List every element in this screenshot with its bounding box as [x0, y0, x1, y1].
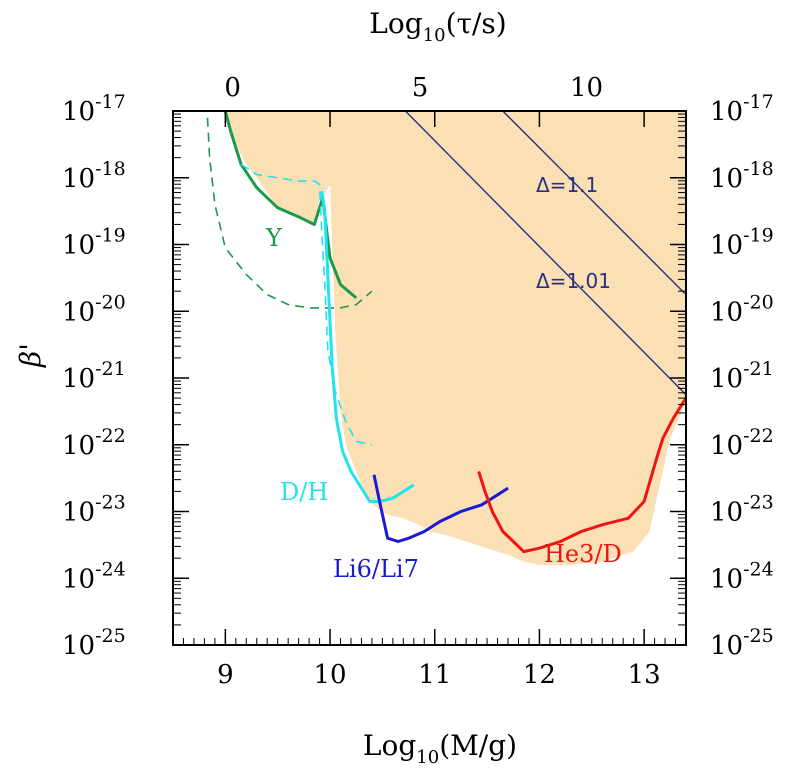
series-layer — [206, 111, 686, 554]
x-tick-label-3: 12 — [523, 660, 556, 690]
y-tick-label-right-5: 10-22 — [710, 425, 774, 461]
series-label-delta-1-1: Δ=1.1 — [536, 173, 598, 197]
y-tick-label-left-2: 10-19 — [62, 225, 126, 261]
excluded-region — [225, 111, 686, 565]
y-tick-label-left-4: 10-21 — [62, 358, 126, 394]
y-tick-label-right-3: 10-20 — [710, 291, 774, 327]
y-tick-label-right-8: 10-25 — [710, 625, 774, 661]
y-tick-label-left-3: 10-20 — [62, 291, 126, 327]
series-line-7 — [404, 111, 686, 396]
series-label-dh: D/H — [280, 478, 328, 506]
x-axis-title: Log10(M/g) — [363, 729, 517, 768]
y-tick-label-left-1: 10-18 — [62, 158, 126, 194]
top-x-tick-label-0: 0 — [224, 73, 241, 103]
y-tick-label-left-6: 10-23 — [62, 492, 126, 528]
y-tick-label-right-4: 10-21 — [710, 358, 774, 394]
y-tick-label-right-7: 10-24 — [710, 558, 774, 594]
y-tick-label-right-6: 10-23 — [710, 492, 774, 528]
y-tick-label-left-7: 10-24 — [62, 558, 126, 594]
tick-layer — [173, 110, 687, 646]
series-line-2 — [320, 190, 415, 503]
series-line-5 — [477, 397, 686, 554]
y-axis-title: β' — [14, 343, 47, 368]
series-line-0 — [223, 111, 358, 300]
x-tick-label-1: 10 — [313, 660, 346, 690]
y-tick-label-right-1: 10-18 — [710, 158, 774, 194]
series-label-he: He3/D — [544, 540, 622, 568]
excluded-region-layer — [225, 111, 686, 565]
y-tick-label-left-8: 10-25 — [62, 625, 126, 661]
top-x-tick-label-1: 5 — [412, 73, 429, 103]
x-tick-label-2: 11 — [418, 660, 451, 690]
y-tick-label-left-0: 10-17 — [62, 91, 126, 127]
series-line-1 — [206, 117, 373, 309]
series-line-3 — [240, 163, 373, 446]
x-tick-label-0: 9 — [217, 660, 234, 690]
series-label-li: Li6/Li7 — [333, 555, 419, 583]
y-tick-label-left-5: 10-22 — [62, 425, 126, 461]
series-label-y: Y — [265, 224, 283, 252]
series-line-6 — [502, 111, 686, 296]
x-tick-label-4: 13 — [628, 660, 661, 690]
top-x-tick-label-2: 10 — [570, 73, 603, 103]
y-tick-label-right-0: 10-17 — [710, 91, 774, 127]
y-tick-label-right-2: 10-19 — [710, 225, 774, 261]
series-label-delta-1-01: Δ=1.01 — [536, 269, 611, 293]
top-x-axis-title: Log10(τ/s) — [369, 7, 506, 46]
text-layer: Log10(τ/s) Log10(M/g) β' Y D/H Li6/Li7 H… — [14, 7, 774, 768]
